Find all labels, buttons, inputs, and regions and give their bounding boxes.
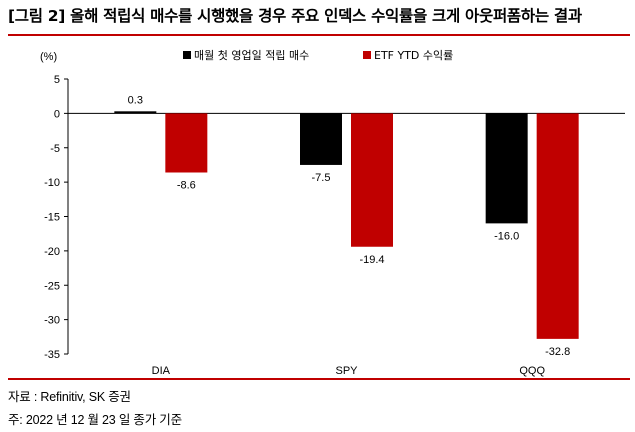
bar-spy-series-1 [300, 113, 342, 165]
data-label-qqq-series-1: -16.0 [494, 230, 519, 242]
x-tick-label: SPY [335, 365, 358, 377]
bar-spy-series-2 [351, 113, 393, 247]
y-tick-label: 0 [54, 108, 60, 120]
y-tick-label: -35 [44, 349, 60, 361]
bar-qqq-series-2 [536, 113, 579, 339]
y-tick-label: -10 [44, 177, 60, 189]
source-note: 자료 : Refinitiv, SK 증권 [8, 390, 131, 404]
bar-dia-series-1 [114, 111, 157, 114]
bar-dia-series-2 [165, 113, 208, 173]
y-tick-label: -5 [50, 143, 60, 155]
y-axis: 5 0 -5 -10 -15 -20 -25 -30 -35 [44, 74, 625, 361]
y-tick-label: -30 [44, 315, 60, 327]
y-tick-label: -15 [44, 212, 60, 224]
data-label-qqq-series-2: -32.8 [545, 346, 570, 358]
data-label-dia-series-1: 0.3 [128, 94, 143, 106]
title-divider [8, 34, 630, 36]
data-label-spy-series-1: -7.5 [312, 172, 331, 184]
legend-label-series-1: 매월 첫 영업일 적립 매수 [194, 48, 309, 62]
x-tick-label: DIA [152, 365, 171, 377]
data-label-dia-series-2: -8.6 [177, 180, 196, 192]
legend-label-series-2: ETF YTD 수익률 [374, 49, 453, 62]
y-tick-label: 5 [54, 74, 60, 86]
legend-swatch-series-1 [183, 51, 191, 59]
data-labels: 0.3 -8.6 -7.5 -19.4 -16.0 -32.8 [128, 94, 571, 358]
bars [114, 111, 579, 339]
data-label-spy-series-2: -19.4 [359, 254, 384, 266]
x-tick-label: QQQ [519, 365, 545, 377]
y-tick-label: -25 [44, 280, 60, 292]
x-axis: DIA SPY QQQ [152, 365, 546, 377]
y-unit-label: (%) [40, 51, 57, 63]
footer-divider [8, 378, 630, 380]
figure-title: [그림 2] 올해 적립식 매수를 시행했을 경우 주요 인덱스 수익률을 크게… [8, 7, 582, 25]
y-tick-label: -20 [44, 246, 60, 258]
footnote: 주: 2022 년 12 월 23 일 종가 기준 [8, 413, 182, 427]
bar-qqq-series-1 [485, 113, 528, 224]
legend: 매월 첫 영업일 적립 매수 ETF YTD 수익률 [183, 48, 453, 62]
legend-swatch-series-2 [363, 51, 371, 59]
